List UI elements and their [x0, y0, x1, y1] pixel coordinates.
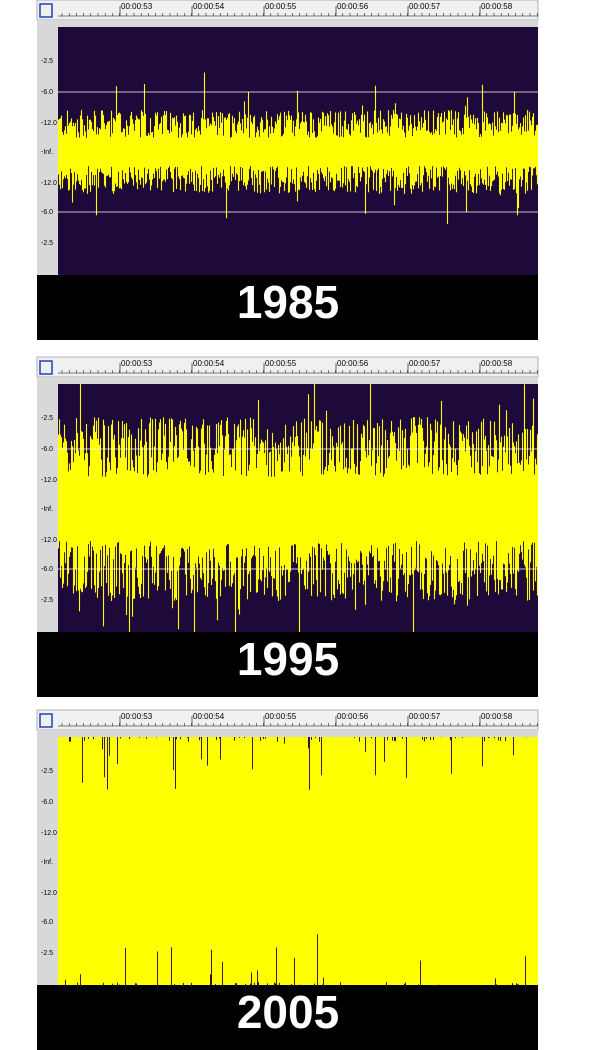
- time-label: 00:00:55: [265, 712, 297, 721]
- level-label: -6.0: [41, 566, 53, 573]
- waveform-panel: 00:00:53 00:00:54 00:00:55 00:00:56 00:00:57…: [36, 356, 539, 697]
- waveform: [57, 737, 539, 985]
- time-label: 00:00:53: [121, 2, 153, 11]
- level-label: -6.0: [41, 209, 53, 216]
- ruler-icon: [39, 360, 53, 375]
- time-label: 00:00:53: [121, 712, 153, 721]
- time-label: 00:00:53: [121, 359, 153, 368]
- time-label: 00:00:56: [337, 2, 369, 11]
- time-label: 00:00:57: [409, 712, 441, 721]
- time-label: 00:00:58: [481, 359, 513, 368]
- waveform-panel: 00:00:53 00:00:54 00:00:55 00:00:56 00:00:57…: [36, 709, 539, 1050]
- level-label: -2.5: [41, 58, 53, 65]
- level-label: -12.0: [41, 830, 57, 837]
- year-caption: 1995: [237, 633, 339, 685]
- time-label: 00:00:54: [193, 359, 225, 368]
- level-label: -12.0: [41, 180, 57, 187]
- time-label: 00:00:55: [265, 359, 297, 368]
- time-label: 00:00:58: [481, 2, 513, 11]
- time-label: 00:00:58: [481, 712, 513, 721]
- level-label: -6.0: [41, 89, 53, 96]
- time-label: 00:00:54: [193, 2, 225, 11]
- time-label: 00:00:57: [409, 359, 441, 368]
- level-label: -12.0: [41, 890, 57, 897]
- time-label: 00:00:57: [409, 2, 441, 11]
- level-label: -6.0: [41, 919, 53, 926]
- level-label: -12.0: [41, 120, 57, 127]
- level-axis: [37, 27, 58, 275]
- time-label: 00:00:54: [193, 712, 225, 721]
- level-axis: [37, 384, 58, 632]
- time-label: 00:00:55: [265, 2, 297, 11]
- level-label: -2.5: [41, 415, 53, 422]
- level-label: -2.5: [41, 768, 53, 775]
- caption-bar: [37, 275, 538, 340]
- ruler-gap: [37, 377, 538, 384]
- waveform: [57, 384, 539, 632]
- level-label: -12.0: [41, 537, 57, 544]
- ruler-icon: [39, 3, 53, 18]
- ruler-icon: [39, 713, 53, 728]
- waveform: [57, 72, 539, 224]
- time-label: 00:00:56: [337, 712, 369, 721]
- level-label: -6.0: [41, 799, 53, 806]
- level-label: -2.5: [41, 240, 53, 247]
- caption-bar: [37, 985, 538, 1050]
- year-caption: 2005: [237, 986, 339, 1038]
- year-caption: 1985: [237, 276, 339, 328]
- level-label: -Inf.: [41, 506, 53, 513]
- level-label: -2.5: [41, 597, 53, 604]
- level-label: -6.0: [41, 446, 53, 453]
- level-axis: [37, 737, 58, 985]
- level-label: -Inf.: [41, 859, 53, 866]
- time-label: 00:00:56: [337, 359, 369, 368]
- level-label: -2.5: [41, 950, 53, 957]
- waveform-panel: 00:00:53 00:00:54 00:00:55 00:00:56 00:00:57…: [36, 0, 539, 340]
- caption-bar: [37, 632, 538, 697]
- ruler-gap: [37, 20, 538, 27]
- level-label: -12.0: [41, 477, 57, 484]
- ruler-gap: [37, 730, 538, 737]
- level-label: -Inf.: [41, 149, 53, 156]
